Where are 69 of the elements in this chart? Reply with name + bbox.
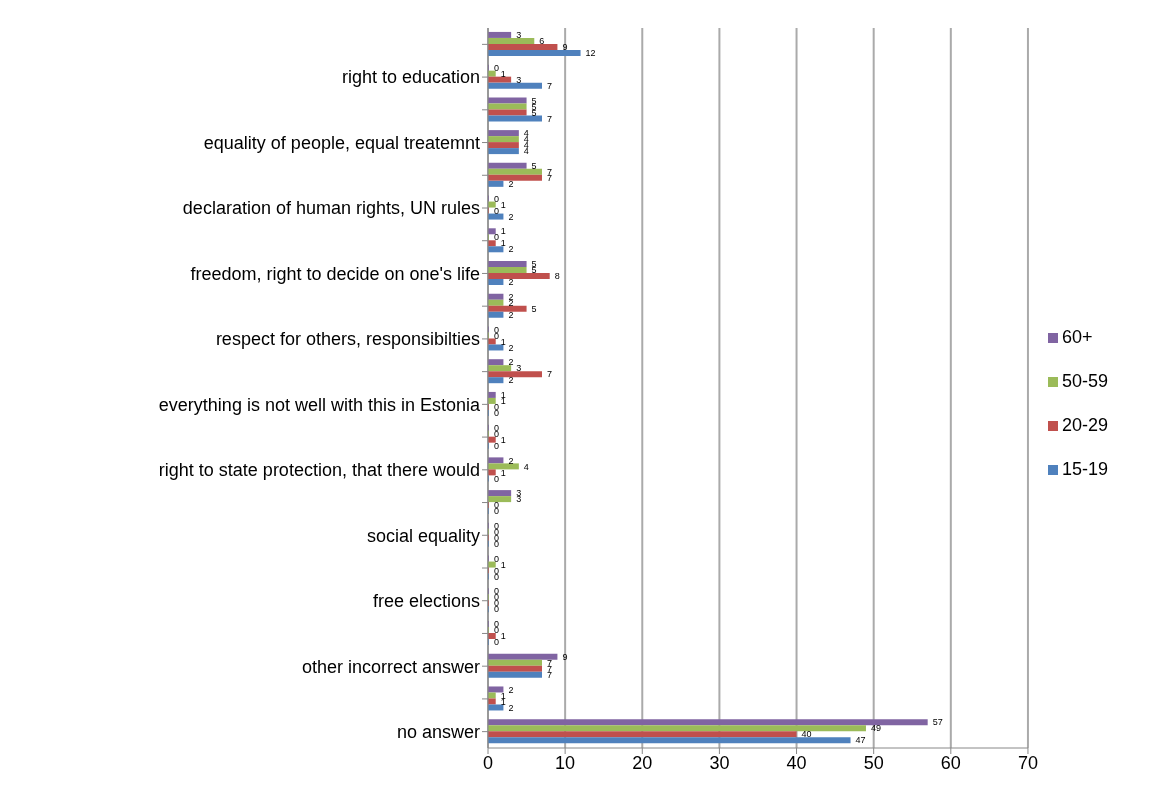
data-label: 1	[500, 467, 506, 478]
data-label: 49	[870, 723, 881, 734]
legend-label: 60+	[1061, 327, 1093, 347]
x-tick-label: 70	[1017, 752, 1038, 773]
x-tick-label: 50	[863, 752, 884, 773]
x-tick-label: 40	[786, 752, 807, 773]
data-label: 1	[500, 226, 506, 237]
data-label: 1	[500, 336, 506, 347]
data-label: 0	[494, 637, 500, 648]
data-label: 5	[531, 161, 537, 172]
data-label: 0	[494, 440, 500, 451]
data-label: 2	[508, 357, 514, 368]
data-label: 1	[500, 631, 506, 642]
data-label: 0	[494, 205, 500, 216]
data-label: 2	[508, 277, 514, 288]
x-tick-label: 30	[709, 752, 730, 773]
data-label: 0	[494, 473, 500, 484]
data-label: 2	[508, 455, 514, 466]
data-label: 0	[494, 193, 500, 204]
data-label: 9	[562, 42, 568, 53]
data-label: 2	[508, 179, 514, 190]
data-label: 0	[494, 62, 500, 73]
x-tick-label: 0	[482, 752, 494, 773]
data-label: 1	[500, 199, 506, 210]
data-label: 1	[500, 238, 506, 249]
y-tick-label: freedom, right to decide on one's life	[190, 263, 480, 284]
data-label: 2	[508, 211, 514, 222]
x-tick-label: 10	[555, 752, 576, 773]
data-label: 2	[508, 702, 514, 713]
data-label: 3	[516, 74, 522, 85]
y-tick-label: free elections	[372, 591, 480, 612]
y-tick-label: declaration of human rights, UN rules	[182, 198, 480, 219]
y-tick-label: no answer	[396, 722, 480, 743]
data-label: 6	[539, 36, 545, 47]
data-label: 2	[508, 342, 514, 353]
data-label: 1	[500, 68, 506, 79]
data-label: 7	[547, 113, 553, 124]
data-label: 2	[508, 375, 514, 386]
legend-label: 50-59	[1061, 371, 1108, 391]
data-label: 2	[508, 244, 514, 255]
y-tick-label: other incorrect answer	[301, 656, 480, 677]
data-label: 1	[500, 434, 506, 445]
data-label: 0	[494, 232, 500, 243]
y-tick-label: respect for others, responsibilties	[215, 329, 480, 350]
data-label: 12	[585, 48, 596, 59]
y-tick-label: social equality	[366, 525, 480, 546]
y-tick-label: equality of people, equal treatemnt	[203, 132, 480, 153]
data-label: 40	[801, 729, 812, 740]
y-tick-label: everything is not well with this in Estonia	[158, 394, 481, 415]
data-label: 7	[547, 369, 553, 380]
data-label: 4	[523, 461, 529, 472]
legend-label: 20-29	[1061, 415, 1108, 435]
data-label: 2	[508, 684, 514, 695]
data-label: 3	[516, 363, 522, 374]
legend-label: 15-19	[1061, 459, 1108, 479]
data-label: 57	[932, 717, 943, 728]
data-label: 3	[516, 30, 522, 41]
data-label: 5	[531, 303, 537, 314]
data-label: 0	[494, 553, 500, 564]
x-tick-label: 60	[940, 752, 961, 773]
data-label: 9	[562, 651, 568, 662]
data-label: 2	[508, 309, 514, 320]
y-tick-label: right to state protection, that there would	[158, 460, 480, 481]
data-label: 47	[855, 735, 866, 746]
data-label: 8	[554, 271, 560, 282]
data-label: 1	[500, 559, 506, 570]
x-tick-label: 20	[632, 752, 653, 773]
data-label: 7	[547, 80, 553, 91]
y-tick-label: right to education	[341, 67, 480, 88]
